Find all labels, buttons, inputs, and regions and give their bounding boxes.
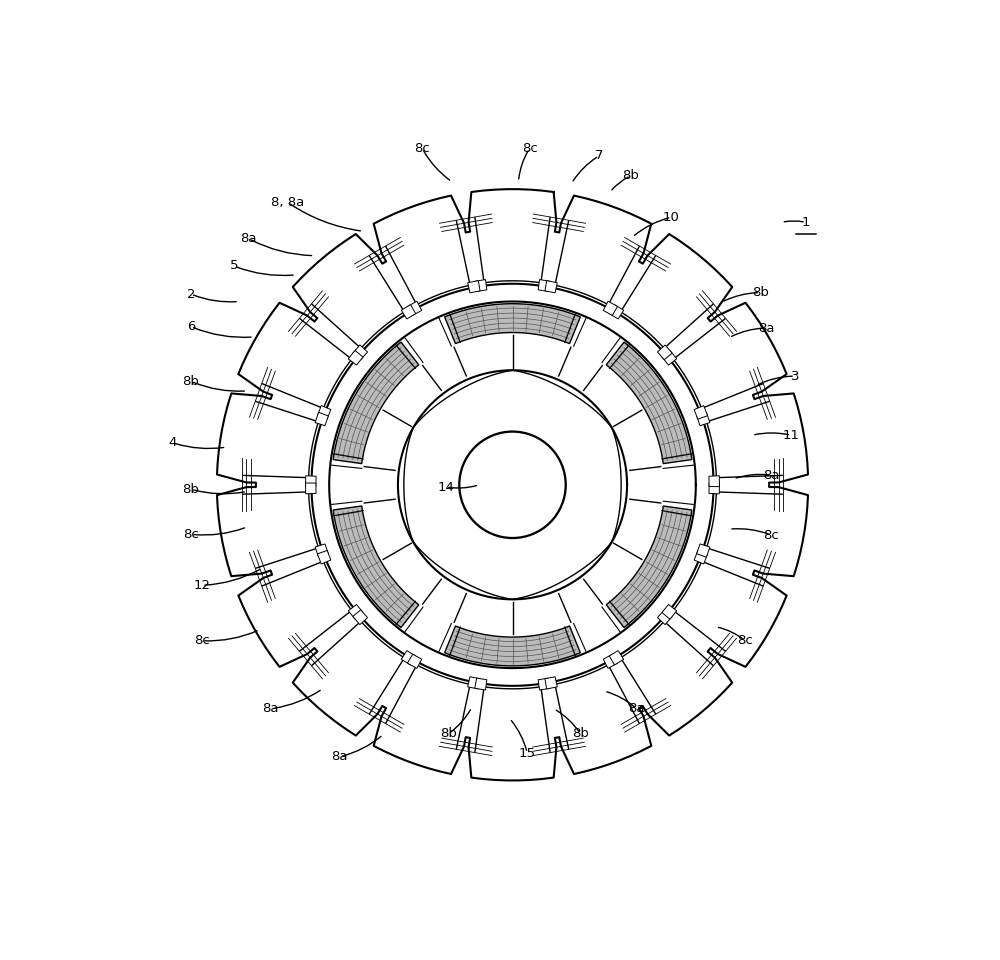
Polygon shape	[317, 405, 331, 420]
Text: 6: 6	[187, 320, 195, 333]
Polygon shape	[401, 651, 416, 665]
Text: 8c: 8c	[737, 635, 753, 647]
Text: 8a: 8a	[763, 468, 779, 482]
Polygon shape	[407, 654, 422, 668]
Text: 8c: 8c	[194, 635, 210, 647]
Polygon shape	[657, 345, 672, 360]
Circle shape	[459, 432, 566, 538]
Text: 1: 1	[802, 216, 810, 228]
Polygon shape	[333, 506, 419, 628]
Polygon shape	[401, 304, 416, 319]
Text: 8b: 8b	[572, 728, 589, 740]
Text: 10: 10	[663, 210, 680, 224]
Polygon shape	[333, 342, 419, 464]
Polygon shape	[694, 405, 708, 420]
Text: 12: 12	[194, 579, 211, 591]
Polygon shape	[709, 483, 719, 493]
Polygon shape	[315, 544, 328, 558]
Polygon shape	[697, 412, 710, 425]
Polygon shape	[545, 280, 557, 293]
Text: 8, 8a: 8, 8a	[271, 196, 304, 209]
Text: 15: 15	[519, 747, 536, 759]
Polygon shape	[353, 610, 368, 625]
Polygon shape	[609, 651, 624, 665]
Polygon shape	[603, 654, 618, 668]
Polygon shape	[697, 544, 710, 558]
Text: 14: 14	[438, 481, 454, 493]
Polygon shape	[662, 350, 677, 365]
Polygon shape	[606, 506, 692, 628]
Text: 8b: 8b	[440, 728, 457, 740]
Polygon shape	[407, 301, 422, 316]
Polygon shape	[306, 483, 316, 493]
Text: 8c: 8c	[183, 528, 199, 540]
Text: 8c: 8c	[414, 142, 430, 155]
Text: 8b: 8b	[183, 483, 199, 495]
Polygon shape	[603, 301, 618, 316]
Polygon shape	[606, 342, 692, 464]
Polygon shape	[538, 279, 550, 292]
Text: 8c: 8c	[763, 529, 779, 541]
Text: 5: 5	[230, 259, 238, 273]
Polygon shape	[317, 550, 331, 564]
Polygon shape	[545, 677, 557, 689]
Polygon shape	[217, 189, 808, 780]
Polygon shape	[353, 345, 368, 360]
Polygon shape	[662, 605, 677, 619]
Polygon shape	[475, 678, 487, 690]
Text: 8a: 8a	[263, 703, 279, 715]
Polygon shape	[315, 412, 328, 425]
Polygon shape	[657, 610, 672, 625]
Polygon shape	[348, 350, 363, 365]
Text: 8c: 8c	[522, 142, 537, 155]
Polygon shape	[468, 280, 480, 293]
Text: 8a: 8a	[331, 751, 348, 763]
Polygon shape	[348, 605, 363, 619]
Text: 8b: 8b	[622, 169, 639, 182]
Text: 8b: 8b	[752, 286, 769, 300]
Polygon shape	[538, 678, 550, 690]
Polygon shape	[468, 677, 480, 689]
Text: 8a: 8a	[758, 322, 774, 335]
Text: 3: 3	[791, 370, 799, 383]
Text: 7: 7	[595, 150, 603, 162]
Text: 4: 4	[168, 436, 177, 449]
Polygon shape	[694, 550, 708, 564]
Text: 8b: 8b	[183, 374, 199, 388]
Polygon shape	[475, 279, 487, 292]
Text: 2: 2	[187, 288, 195, 300]
Text: 8a: 8a	[240, 232, 257, 245]
Polygon shape	[306, 476, 316, 487]
Polygon shape	[445, 626, 580, 666]
Polygon shape	[609, 304, 624, 319]
Text: 8a: 8a	[628, 703, 645, 715]
Polygon shape	[445, 303, 580, 344]
Text: 11: 11	[783, 429, 800, 442]
Polygon shape	[709, 476, 719, 487]
